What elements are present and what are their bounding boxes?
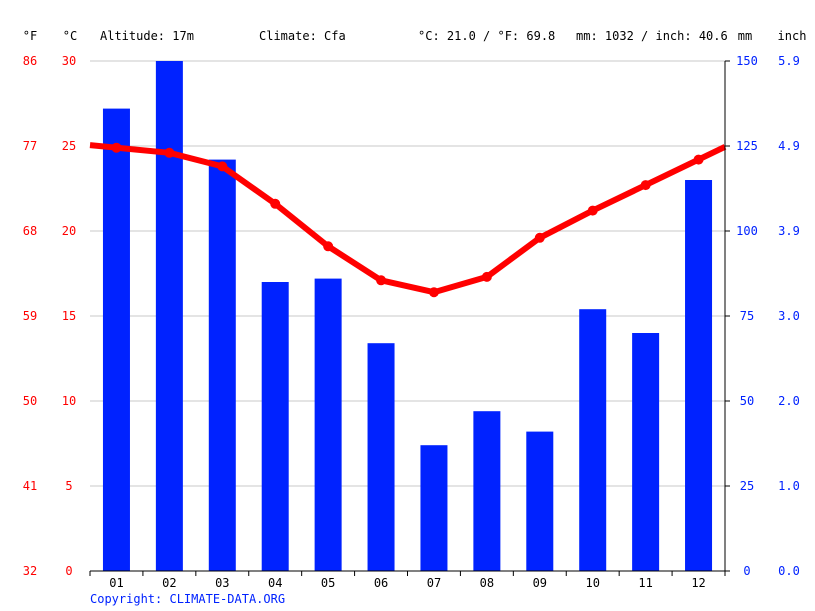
x-tick-label-02: 02 (162, 576, 176, 590)
unit-fahrenheit-label: °F (23, 29, 37, 43)
precipitation-bar-11 (632, 333, 660, 571)
inch-tick-label: 1.0 (778, 479, 800, 493)
celsius-tick-label: 25 (62, 139, 76, 153)
climate-label: Climate: Cfa (259, 29, 346, 43)
inch-tick-label: 4.9 (778, 139, 800, 153)
precipitation-bar-02 (155, 61, 183, 571)
mm-tick-label: 100 (736, 224, 758, 238)
inch-tick-label: 3.9 (778, 224, 800, 238)
precipitation-bar-12 (685, 180, 713, 571)
fahrenheit-tick-label: 59 (23, 309, 37, 323)
x-tick-label-06: 06 (374, 576, 388, 590)
inch-tick-label: 2.0 (778, 394, 800, 408)
tick-labels: 01 02 03 04 05 06 07 08 09 10 11 12 32 0 0 0.0 41 5 25 1.0 5… (23, 54, 800, 590)
temperature-point-04 (270, 198, 281, 209)
celsius-tick-label: 30 (62, 54, 76, 68)
celsius-tick-label: 5 (65, 479, 72, 493)
precipitation-bar-06 (367, 343, 395, 571)
mm-tick-label: 125 (736, 139, 758, 153)
fahrenheit-tick-label: 32 (23, 564, 37, 578)
precipitation-bars (102, 61, 713, 571)
temperature-point-03 (217, 161, 228, 172)
precipitation-bar-07 (420, 445, 448, 571)
precipitation-bar-03 (208, 159, 236, 571)
fahrenheit-tick-label: 41 (23, 479, 37, 493)
precipitation-bar-05 (314, 278, 342, 571)
temperature-polyline (89, 142, 727, 296)
precipitation-bar-04 (261, 282, 289, 571)
temperature-point-10 (587, 205, 598, 216)
celsius-tick-label: 20 (62, 224, 76, 238)
x-tick-label-05: 05 (321, 576, 335, 590)
mm-tick-label: 75 (740, 309, 754, 323)
unit-inch-label: inch (778, 29, 807, 43)
x-tick-label-03: 03 (215, 576, 229, 590)
unit-celsius-label: °C (63, 29, 77, 43)
precipitation-summary: mm: 1032 / inch: 40.6 (576, 29, 728, 43)
x-tick-label-08: 08 (480, 576, 494, 590)
temperature-point-11 (640, 180, 651, 191)
x-tick-label-04: 04 (268, 576, 282, 590)
grid-lines (90, 60, 725, 487)
precipitation-bar-10 (579, 309, 607, 571)
inch-tick-label: 0.0 (778, 564, 800, 578)
x-tick-label-10: 10 (585, 576, 599, 590)
fahrenheit-tick-label: 86 (23, 54, 37, 68)
temperature-point-05 (323, 241, 334, 252)
celsius-tick-label: 10 (62, 394, 76, 408)
fahrenheit-tick-label: 50 (23, 394, 37, 408)
temperature-summary: °C: 21.0 / °F: 69.8 (418, 29, 555, 43)
precipitation-bar-08 (473, 411, 501, 571)
temperature-point-08 (481, 271, 492, 282)
x-tick-label-12: 12 (691, 576, 705, 590)
temperature-point-12 (693, 154, 704, 165)
inch-tick-label: 5.9 (778, 54, 800, 68)
mm-tick-label: 0 (743, 564, 750, 578)
mm-tick-label: 150 (736, 54, 758, 68)
fahrenheit-tick-label: 77 (23, 139, 37, 153)
temperature-point-06 (376, 275, 387, 286)
x-tick-label-01: 01 (109, 576, 123, 590)
x-tick-label-09: 09 (533, 576, 547, 590)
altitude-label: Altitude: 17m (100, 29, 194, 43)
unit-mm-label: mm (738, 29, 752, 43)
inch-tick-label: 3.0 (778, 309, 800, 323)
celsius-tick-label: 0 (65, 564, 72, 578)
temperature-point-01 (111, 142, 122, 153)
mm-tick-label: 50 (740, 394, 754, 408)
fahrenheit-tick-label: 68 (23, 224, 37, 238)
mm-tick-label: 25 (740, 479, 754, 493)
x-tick-label-11: 11 (638, 576, 652, 590)
copyright-text: Copyright: CLIMATE-DATA.ORG (90, 592, 285, 606)
temperature-point-09 (534, 232, 545, 243)
temperature-line (89, 142, 727, 298)
x-tick-label-07: 07 (427, 576, 441, 590)
precipitation-bar-09 (526, 431, 554, 571)
axes (89, 60, 730, 576)
temperature-point-02 (164, 147, 175, 158)
celsius-tick-label: 15 (62, 309, 76, 323)
temperature-point-07 (428, 287, 439, 298)
header: °F °C Altitude: 17m Climate: Cfa °C: 21.… (23, 29, 807, 43)
precipitation-bar-01 (102, 108, 130, 571)
